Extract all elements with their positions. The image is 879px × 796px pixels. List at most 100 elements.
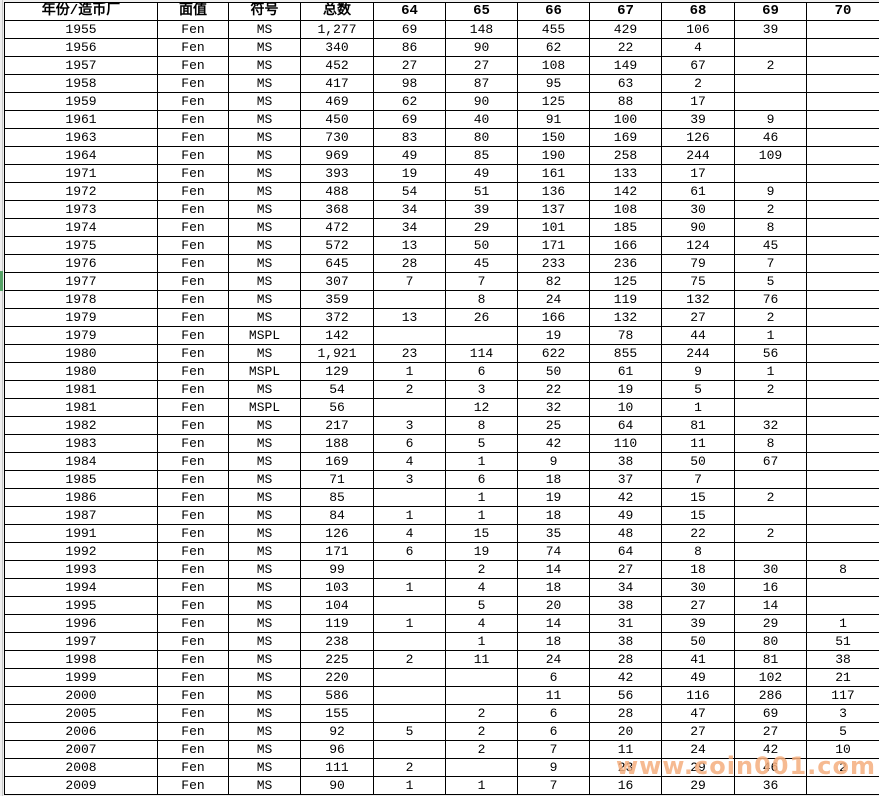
cell[interactable] [806, 488, 879, 507]
cell[interactable] [445, 758, 518, 777]
cell[interactable]: 622 [517, 344, 590, 363]
cell[interactable]: Fen [157, 56, 229, 75]
cell[interactable]: 1964 [4, 146, 158, 165]
cell[interactable]: 455 [517, 20, 590, 39]
cell[interactable] [734, 38, 807, 57]
cell[interactable]: 34 [373, 200, 446, 219]
cell[interactable]: 1995 [4, 596, 158, 615]
cell[interactable]: 46 [734, 128, 807, 147]
cell[interactable]: 100 [589, 110, 662, 129]
cell[interactable]: 22 [661, 524, 735, 543]
cell[interactable]: 15 [661, 488, 735, 507]
cell[interactable]: MSPL [228, 326, 301, 345]
column-header-1[interactable]: 面值 [157, 2, 229, 21]
cell[interactable]: 111 [300, 758, 374, 777]
cell[interactable]: Fen [157, 596, 229, 615]
cell[interactable]: 166 [589, 236, 662, 255]
cell[interactable]: 14 [734, 596, 807, 615]
cell[interactable]: 150 [517, 128, 590, 147]
cell[interactable]: 142 [300, 326, 374, 345]
column-header-7[interactable]: 67 [589, 2, 662, 21]
cell[interactable]: 30 [661, 578, 735, 597]
cell[interactable]: 286 [734, 686, 807, 705]
column-header-10[interactable]: 70 [806, 2, 879, 21]
cell[interactable]: 13 [373, 236, 446, 255]
cell[interactable]: 171 [517, 236, 590, 255]
cell[interactable]: 4 [373, 524, 446, 543]
cell[interactable]: Fen [157, 326, 229, 345]
cell[interactable] [806, 776, 879, 795]
cell[interactable]: MS [228, 614, 301, 633]
cell[interactable]: 1973 [4, 200, 158, 219]
cell[interactable]: 2 [734, 488, 807, 507]
cell[interactable]: 63 [589, 74, 662, 93]
cell[interactable]: 2 [734, 56, 807, 75]
cell[interactable] [373, 740, 446, 759]
cell[interactable]: 244 [661, 344, 735, 363]
cell[interactable]: 114 [445, 344, 518, 363]
cell[interactable]: 110 [589, 434, 662, 453]
cell[interactable]: 61 [661, 182, 735, 201]
cell[interactable]: 1983 [4, 434, 158, 453]
cell[interactable]: MS [228, 146, 301, 165]
cell[interactable]: MS [228, 200, 301, 219]
cell[interactable]: 1978 [4, 290, 158, 309]
cell[interactable]: 3 [373, 416, 446, 435]
cell[interactable]: 40 [445, 110, 518, 129]
cell[interactable]: Fen [157, 254, 229, 273]
cell[interactable]: 11 [517, 686, 590, 705]
cell[interactable]: 28 [373, 254, 446, 273]
cell[interactable]: 19 [589, 380, 662, 399]
cell[interactable] [734, 92, 807, 111]
cell[interactable]: 67 [734, 452, 807, 471]
cell[interactable]: 51 [806, 632, 879, 651]
cell[interactable]: 6 [517, 722, 590, 741]
cell[interactable]: 1 [445, 506, 518, 525]
cell[interactable]: MS [228, 128, 301, 147]
cell[interactable]: Fen [157, 542, 229, 561]
cell[interactable]: Fen [157, 20, 229, 39]
cell[interactable]: 7 [517, 776, 590, 795]
cell[interactable]: 109 [734, 146, 807, 165]
cell[interactable]: Fen [157, 236, 229, 255]
cell[interactable]: 185 [589, 218, 662, 237]
cell[interactable]: 1971 [4, 164, 158, 183]
cell[interactable]: 1980 [4, 362, 158, 381]
cell[interactable]: 42 [589, 488, 662, 507]
cell[interactable]: 1987 [4, 506, 158, 525]
cell[interactable]: Fen [157, 74, 229, 93]
cell[interactable]: 166 [517, 308, 590, 327]
cell[interactable]: 108 [589, 200, 662, 219]
cell[interactable] [806, 434, 879, 453]
column-header-3[interactable]: 总数 [300, 2, 374, 21]
cell[interactable]: 7 [373, 272, 446, 291]
cell[interactable]: Fen [157, 200, 229, 219]
cell[interactable]: 4 [445, 578, 518, 597]
cell[interactable]: 169 [300, 452, 374, 471]
cell[interactable]: 452 [300, 56, 374, 75]
cell[interactable]: MS [228, 92, 301, 111]
cell[interactable]: 23 [373, 344, 446, 363]
cell[interactable]: 45 [445, 254, 518, 273]
cell[interactable]: 9 [661, 362, 735, 381]
cell[interactable]: 69 [373, 20, 446, 39]
cell[interactable]: 90 [445, 92, 518, 111]
cell[interactable]: 27 [661, 596, 735, 615]
cell[interactable]: 2 [734, 308, 807, 327]
cell[interactable]: MS [228, 668, 301, 687]
cell[interactable]: 3 [373, 470, 446, 489]
cell[interactable] [734, 542, 807, 561]
cell[interactable]: 37 [589, 470, 662, 489]
cell[interactable] [373, 596, 446, 615]
cell[interactable]: 1 [373, 362, 446, 381]
cell[interactable]: 117 [806, 686, 879, 705]
cell[interactable]: 101 [517, 218, 590, 237]
cell[interactable]: 236 [589, 254, 662, 273]
cell[interactable]: 75 [661, 272, 735, 291]
cell[interactable]: 31 [589, 614, 662, 633]
cell[interactable] [373, 290, 446, 309]
cell[interactable]: MS [228, 758, 301, 777]
cell[interactable]: 64 [589, 542, 662, 561]
cell[interactable]: Fen [157, 668, 229, 687]
cell[interactable]: 34 [589, 578, 662, 597]
